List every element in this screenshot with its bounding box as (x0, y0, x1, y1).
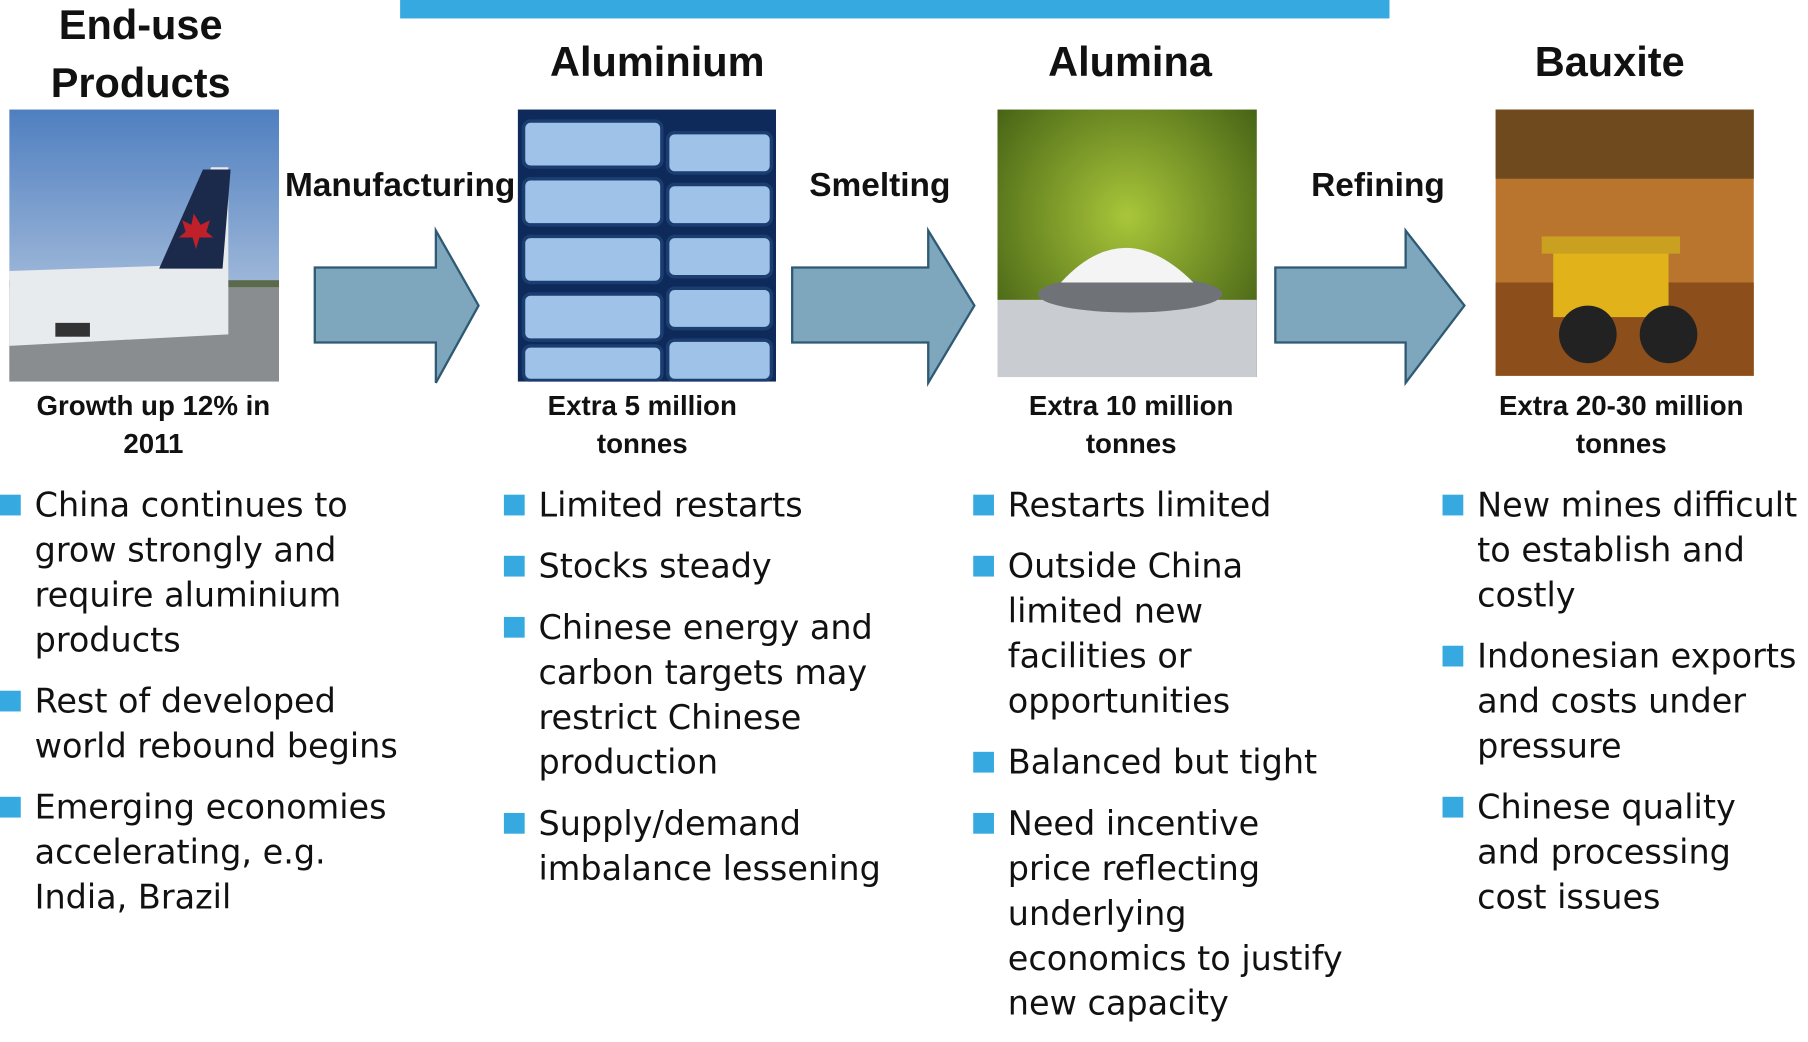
bullet-list: New mines difficult to establish and cos… (1477, 483, 1808, 936)
bullet-text: Chinese quality and processing cost issu… (1477, 788, 1736, 917)
bullet-square (973, 752, 994, 773)
bullet: Indonesian exports and costs under press… (1477, 634, 1808, 769)
bullet: Balanced but tight (1008, 740, 1345, 785)
page: End-use Products Growth up 12% in 2011 Chi… (0, 0, 1808, 1020)
bullet-square (504, 556, 525, 577)
bullet-square (1443, 646, 1464, 667)
bullet-square (0, 495, 21, 516)
bullet-text: Limited restarts (538, 485, 802, 524)
bullet-square (0, 691, 21, 712)
bullet: Outside China limited new facilities or … (1008, 544, 1345, 724)
bullet-square (504, 495, 525, 516)
bullet-text: Stocks steady (538, 547, 771, 586)
bullet-text: Emerging economies accelerating, e.g. In… (35, 788, 387, 917)
bullet-square (504, 813, 525, 834)
bullet-square (0, 797, 21, 818)
column-title: Alumina (957, 33, 1303, 91)
bullet: Emerging economies accelerating, e.g. In… (35, 785, 404, 920)
bullet-square (973, 495, 994, 516)
bullet-text: Need incentive price reflecting underlyi… (1008, 804, 1343, 1023)
bullet-text: Balanced but tight (1008, 743, 1317, 782)
bullet-list: Limited restarts Stocks steady Chinese ene… (538, 483, 884, 907)
step-label: Refining (1263, 167, 1494, 205)
bullet-square (1443, 495, 1464, 516)
step-label: Manufacturing (285, 167, 516, 205)
column-title: Bauxite (1437, 33, 1783, 91)
bullet: China continues to grow strongly and req… (35, 483, 404, 663)
bullet: New mines difficult to establish and cos… (1477, 483, 1808, 618)
bullet: Restarts limited (1008, 483, 1345, 528)
bullet-text: Restarts limited (1008, 485, 1272, 524)
caption: Extra 10 million tonnes (999, 387, 1264, 463)
bullet-text: Supply/demand imbalance lessening (538, 804, 880, 888)
bullet-list: China continues to grow strongly and req… (35, 483, 404, 936)
bullet-text: Rest of developed world rebound begins (35, 681, 398, 765)
bullet-square (973, 813, 994, 834)
caption: Extra 20-30 million tonnes (1477, 387, 1765, 463)
bullet-square (504, 617, 525, 638)
slide: End-use Products Growth up 12% in 2011 Chi… (0, 0, 1808, 1020)
bullet: Supply/demand imbalance lessening (538, 801, 884, 891)
bullet-square (1443, 797, 1464, 818)
bullet: Chinese energy and carbon targets may re… (538, 605, 884, 785)
column-title: Aluminium (484, 33, 830, 91)
bullet: Rest of developed world rebound begins (35, 679, 404, 769)
bullet-text: New mines difficult to establish and cos… (1477, 485, 1797, 614)
bullet-text: Indonesian exports and costs under press… (1477, 637, 1796, 766)
bullet-list: Restarts limited Outside China limited ne… (1008, 483, 1345, 1042)
bullet: Chinese quality and processing cost issu… (1477, 785, 1808, 920)
caption: Extra 5 million tonnes (510, 387, 775, 463)
bullet: Need incentive price reflecting underlyi… (1008, 801, 1345, 1026)
bullet-text: Outside China limited new facilities or … (1008, 547, 1243, 721)
step-label: Smelting (765, 167, 996, 205)
bullet-square (973, 556, 994, 577)
bullet: Limited restarts (538, 483, 884, 528)
column-title: End-use Products (25, 0, 256, 112)
bullet-text: Chinese energy and carbon targets may re… (538, 608, 872, 782)
caption: Growth up 12% in 2011 (21, 387, 286, 463)
bullet-text: China continues to grow strongly and req… (35, 485, 348, 659)
bullet: Stocks steady (538, 544, 884, 589)
